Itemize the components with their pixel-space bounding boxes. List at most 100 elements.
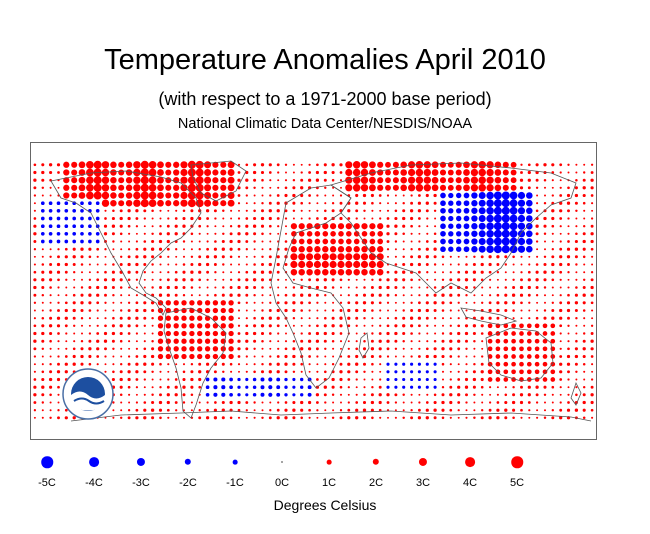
anomaly-dot xyxy=(370,286,374,289)
anomaly-dot xyxy=(551,393,554,396)
anomaly-dot xyxy=(347,355,351,358)
anomaly-dot xyxy=(261,294,264,297)
anomaly-dot xyxy=(88,255,92,259)
anomaly-dot xyxy=(353,238,360,245)
anomaly-dot xyxy=(112,363,115,366)
anomaly-dot xyxy=(49,363,52,366)
anomaly-dot xyxy=(140,168,149,177)
anomaly-dot xyxy=(159,378,162,381)
anomaly-dot xyxy=(511,323,516,329)
anomaly-dot xyxy=(402,385,406,389)
anomaly-dot xyxy=(269,286,272,289)
anomaly-dot xyxy=(363,286,366,289)
anomaly-dot xyxy=(182,401,186,404)
anomaly-dot xyxy=(583,332,586,335)
anomaly-dot xyxy=(370,293,375,297)
anomaly-dot xyxy=(49,393,52,397)
anomaly-dot xyxy=(157,323,164,329)
anomaly-dot xyxy=(111,331,116,336)
anomaly-dot xyxy=(501,199,510,208)
anomaly-dot xyxy=(543,178,547,182)
anomaly-dot xyxy=(49,370,53,374)
anomaly-dot xyxy=(480,370,484,374)
anomaly-dot xyxy=(157,199,164,207)
anomaly-dot xyxy=(198,255,202,259)
anomaly-dot xyxy=(520,309,523,312)
anomaly-dot xyxy=(307,339,312,343)
anomaly-dot xyxy=(519,346,524,352)
anomaly-dot xyxy=(464,270,469,274)
anomaly-dot xyxy=(56,216,61,221)
anomaly-dot xyxy=(591,317,594,320)
anomaly-dot xyxy=(135,278,139,281)
anomaly-dot xyxy=(260,324,265,328)
anomaly-dot xyxy=(104,255,107,258)
anomaly-dot xyxy=(128,294,131,297)
anomaly-dot xyxy=(112,293,115,297)
anomaly-dot xyxy=(528,263,531,266)
anomaly-dot xyxy=(103,232,108,236)
anomaly-dot xyxy=(418,324,421,328)
anomaly-dot xyxy=(575,225,578,228)
anomaly-dot xyxy=(143,354,147,359)
anomaly-dot xyxy=(261,416,264,420)
anomaly-dot xyxy=(64,301,68,305)
anomaly-dot xyxy=(394,355,397,358)
anomaly-dot xyxy=(120,401,123,404)
anomaly-dot xyxy=(478,238,486,245)
anomaly-dot xyxy=(245,363,248,366)
anomaly-dot xyxy=(575,278,578,281)
map-title: Temperature Anomalies April 2010 xyxy=(104,44,546,76)
anomaly-dot xyxy=(371,201,374,205)
anomaly-dot xyxy=(41,278,45,282)
anomaly-dot xyxy=(377,161,384,168)
anomaly-dot xyxy=(245,401,249,404)
anomaly-dot xyxy=(88,239,92,244)
anomaly-dot xyxy=(222,209,225,213)
anomaly-dot xyxy=(64,270,68,274)
anomaly-dot xyxy=(441,301,445,305)
anomaly-dot xyxy=(198,416,202,420)
anomaly-dot xyxy=(478,215,486,222)
anomaly-dot xyxy=(49,248,52,251)
anomaly-dot xyxy=(536,248,539,251)
anomaly-dot xyxy=(441,354,445,359)
legend-item: -2C xyxy=(158,452,218,489)
anomaly-dot xyxy=(402,194,405,197)
anomaly-dot xyxy=(322,238,329,245)
anomaly-dot xyxy=(575,286,578,289)
anomaly-dot xyxy=(49,339,52,343)
anomaly-dot xyxy=(316,202,319,205)
anomaly-dot xyxy=(465,255,468,258)
anomaly-dot xyxy=(57,393,60,396)
anomaly-dot xyxy=(441,255,445,259)
anomaly-dot xyxy=(324,355,327,358)
anomaly-dot xyxy=(331,286,335,289)
anomaly-dot xyxy=(471,238,478,245)
anomaly-dot xyxy=(128,240,131,243)
anomaly-dot xyxy=(33,170,37,175)
anomaly-dot xyxy=(214,217,217,220)
anomaly-dot xyxy=(425,347,429,351)
anomaly-dot xyxy=(480,324,484,328)
anomaly-dot xyxy=(157,338,164,344)
anomaly-dot xyxy=(157,169,164,176)
anomaly-dot xyxy=(590,332,594,335)
anomaly-dot xyxy=(127,309,131,312)
anomaly-dot xyxy=(377,184,384,191)
anomaly-dot xyxy=(166,232,170,236)
anomaly-dot xyxy=(386,217,390,220)
anomaly-dot xyxy=(410,232,413,235)
anomaly-dot xyxy=(347,316,351,320)
anomaly-dot xyxy=(237,408,241,412)
anomaly-dot xyxy=(135,301,139,305)
anomaly-dot xyxy=(486,184,494,192)
anomaly-dot xyxy=(292,408,296,412)
anomaly-dot xyxy=(49,263,53,266)
anomaly-dot xyxy=(57,340,60,343)
anomaly-dot xyxy=(300,217,303,220)
anomaly-dot xyxy=(433,408,437,412)
anomaly-dot xyxy=(567,401,570,404)
anomaly-dot xyxy=(143,225,146,228)
anomaly-dot xyxy=(410,194,413,197)
